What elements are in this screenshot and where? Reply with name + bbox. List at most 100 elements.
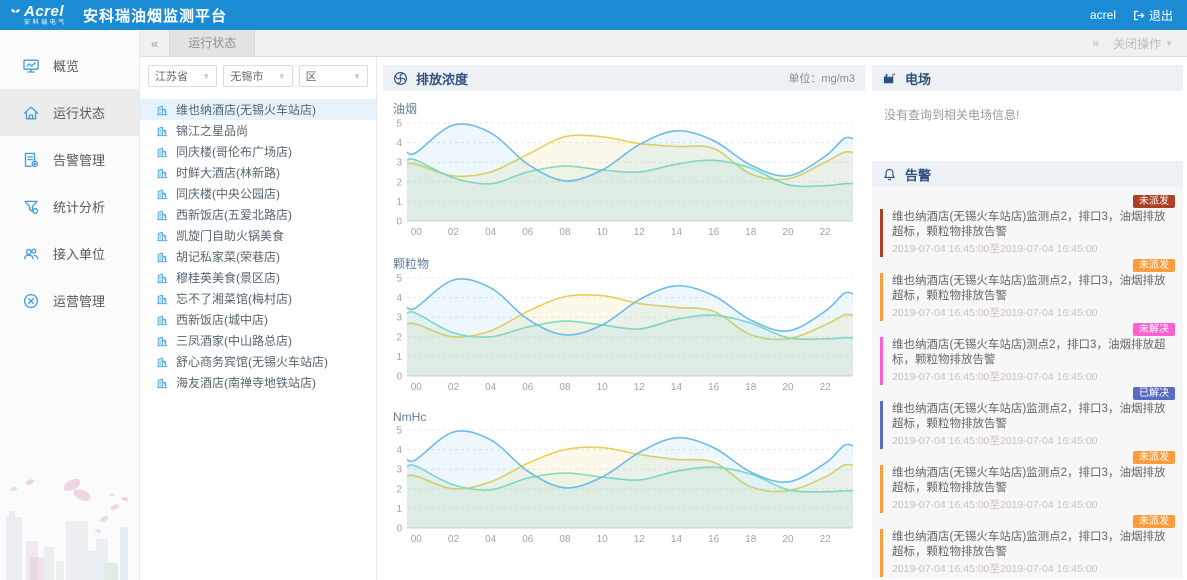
store-list-item[interactable]: 胡记私家菜(荣巷店) <box>140 246 376 267</box>
store-list-item[interactable]: 三凤酒家(中山路总店) <box>140 330 376 351</box>
svg-text:02: 02 <box>448 382 460 393</box>
alarm-card[interactable]: 已解决 维也纳酒店(无锡火车站店)监测点2，排口3，油烟排放超标，颗粒物排放告警 2… <box>880 387 1175 449</box>
username[interactable]: acrel <box>1089 8 1116 22</box>
collapse-tabs-icon[interactable]: « <box>151 35 159 51</box>
chevron-down-icon: ▼ <box>202 71 211 81</box>
svg-text:14: 14 <box>671 227 683 238</box>
store-list: 维也纳酒店(无锡火车站店) 锦江之星品尚同庆楼(哥伦布广场店) 时鲜大酒店(林新路)… <box>140 99 376 393</box>
svg-text:1: 1 <box>396 504 402 515</box>
store-name: 舒心商务宾馆(无锡火车站店) <box>176 355 328 369</box>
svg-text:00: 00 <box>411 382 423 393</box>
svg-text:08: 08 <box>559 382 571 393</box>
alarm-card[interactable]: 未派发 维也纳酒店(无锡火车站店)监测点2，排口3，油烟排放超标，颗粒物排放告警 2… <box>880 451 1175 513</box>
svg-text:20: 20 <box>782 227 794 238</box>
alarm-card[interactable]: 未派发 维也纳酒店(无锡火车站店)监测点2，排口3，油烟排放超标，颗粒物排放告警 2… <box>880 195 1175 257</box>
unit-label: 单位：mg/m3 <box>788 73 855 85</box>
close-operations-dropdown[interactable]: 关闭操作 ▼ <box>1113 35 1173 52</box>
bell-icon <box>882 167 897 182</box>
alarm-time: 2019-07-04 16:45:00至2019-07-04 16:45:00 <box>892 371 1098 383</box>
chevron-down-icon: ▼ <box>277 71 286 81</box>
store-name: 同庆楼(哥伦布广场店) <box>176 145 292 159</box>
alarm-card[interactable]: 未解决 维也纳酒店(无锡火车站店)测点2，排口3，油烟排放超标，颗粒物排放告警 20… <box>880 323 1175 385</box>
svg-text:06: 06 <box>522 534 534 545</box>
logout-button[interactable]: 退出 <box>1132 7 1173 24</box>
building-icon <box>157 231 168 241</box>
chart-block: 颗粒物 0 1 2 3 4 5 00 02 04 06 08 10 12 14 16 18 20 22 <box>383 255 865 401</box>
store-name: 同庆楼(中央公园店) <box>176 187 280 201</box>
sidebar: 概览运行状态告警管理 统计分析 接入单位 运营管理 <box>0 30 140 580</box>
svg-text:02: 02 <box>448 534 460 545</box>
svg-text:10: 10 <box>597 382 609 393</box>
svg-text:4: 4 <box>396 293 402 304</box>
logout-label: 退出 <box>1148 8 1173 23</box>
svg-text:14: 14 <box>671 534 683 545</box>
alarm-list-body: 未派发 维也纳酒店(无锡火车站店)监测点2，排口3，油烟排放超标，颗粒物排放告警 2… <box>872 187 1183 579</box>
district-select[interactable]: 区 ▼ <box>298 65 368 87</box>
chart-title: 油烟 <box>393 102 418 116</box>
alarm-time: 2019-07-04 16:45:00至2019-07-04 16:45:00 <box>892 563 1098 575</box>
store-list-item[interactable]: 凯旋门自助火锅美食 <box>140 225 376 246</box>
top-bar: Acrel 安科瑞电气 安科瑞油烟监测平台 acrel 退出 <box>0 0 1187 30</box>
store-name: 三凤酒家(中山路总店) <box>176 334 292 348</box>
sidebar-item-stats[interactable]: 统计分析 <box>0 183 139 230</box>
electric-field-title: 电场 <box>905 71 932 87</box>
svg-text:06: 06 <box>522 382 534 393</box>
sidebar-item-label: 概览 <box>53 59 80 74</box>
svg-text:16: 16 <box>708 227 720 238</box>
alarm-time: 2019-07-04 16:45:00至2019-07-04 16:45:00 <box>892 435 1098 447</box>
svg-text:08: 08 <box>559 227 571 238</box>
svg-text:00: 00 <box>411 227 423 238</box>
chevron-down-icon: ▼ <box>1165 38 1173 48</box>
expand-tabs-icon[interactable]: » <box>1092 36 1100 50</box>
store-list-item[interactable]: 舒心商务宾馆(无锡火车站店) <box>140 351 376 372</box>
store-list-item[interactable]: 同庆楼(中央公园店) <box>140 183 376 204</box>
svg-text:14: 14 <box>671 382 683 393</box>
sidebar-item-overview[interactable]: 概览 <box>0 42 139 89</box>
alarm-status-badge: 未派发 <box>1133 451 1175 464</box>
store-list-item[interactable]: 维也纳酒店(无锡火车站店) <box>140 99 376 120</box>
sidebar-item-label: 运行状态 <box>53 106 106 121</box>
svg-text:04: 04 <box>485 382 497 393</box>
alarm-status-badge: 未派发 <box>1133 515 1175 528</box>
store-list-item[interactable]: 穆桂英美食(景区店) <box>140 267 376 288</box>
alarm-status-badge: 已解决 <box>1133 387 1175 400</box>
store-panel: 江苏省 ▼ 无锡市 ▼ 区 ▼ 维也纳酒店(无锡火车站店) 锦江之星品尚同庆楼(哥… <box>140 57 377 580</box>
svg-text:12: 12 <box>634 534 646 545</box>
alarm-card[interactable]: 未派发 维也纳酒店(无锡火车站店)监测点2，排口3，油烟排放超标，颗粒物排放告警 2… <box>880 259 1175 321</box>
province-select[interactable]: 江苏省 ▼ <box>148 65 218 87</box>
store-list-item[interactable]: 西新饭店(五爱北路店) <box>140 204 376 225</box>
svg-text:22: 22 <box>820 382 832 393</box>
sidebar-item-ops[interactable]: 运营管理 <box>0 277 139 324</box>
alarm-panel: 告警 未派发 维也纳酒店(无锡火车站店)监测点2，排口3，油烟排放超标，颗粒物排放… <box>872 161 1183 579</box>
store-list-item[interactable]: 忘不了湘菜馆(梅村店) <box>140 288 376 309</box>
svg-text:0: 0 <box>396 372 402 383</box>
building-icon <box>157 210 168 220</box>
store-list-item[interactable]: 锦江之星品尚 <box>140 120 376 141</box>
close-operations-label: 关闭操作 <box>1113 36 1162 51</box>
store-list-item[interactable]: 同庆楼(哥伦布广场店) <box>140 141 376 162</box>
building-icon <box>157 273 168 283</box>
store-name: 穆桂英美食(景区店) <box>176 271 280 285</box>
svg-text:22: 22 <box>820 534 832 545</box>
svg-text:2: 2 <box>396 177 402 188</box>
butterfly-logo-icon <box>11 9 20 13</box>
tab-running-status[interactable]: 运行状态 <box>169 30 256 56</box>
alarm-card[interactable]: 未派发 维也纳酒店(无锡火车站店)监测点2，排口3，油烟排放超标，颗粒物排放告警 2… <box>880 515 1175 577</box>
sidebar-item-running-status[interactable]: 运行状态 <box>0 89 139 136</box>
sidebar-item-units[interactable]: 接入单位 <box>0 230 139 277</box>
building-icon <box>157 189 168 199</box>
sidebar-item-alarm-manage[interactable]: 告警管理 <box>0 136 139 183</box>
running-status-icon <box>22 104 40 122</box>
svg-text:04: 04 <box>485 227 497 238</box>
district-select-value: 区 <box>305 71 317 83</box>
svg-text:10: 10 <box>597 534 609 545</box>
city-select[interactable]: 无锡市 ▼ <box>223 65 293 87</box>
building-icon <box>157 168 168 178</box>
alarm-panel-title: 告警 <box>905 167 932 183</box>
store-list-item[interactable]: 西新饭店(城中店) <box>140 309 376 330</box>
store-list-item[interactable]: 海友酒店(南禅寺地铁站店) <box>140 372 376 393</box>
store-name: 胡记私家菜(荣巷店) <box>176 250 280 264</box>
building-icon <box>157 378 168 388</box>
store-list-item[interactable]: 时鲜大酒店(林新路) <box>140 162 376 183</box>
